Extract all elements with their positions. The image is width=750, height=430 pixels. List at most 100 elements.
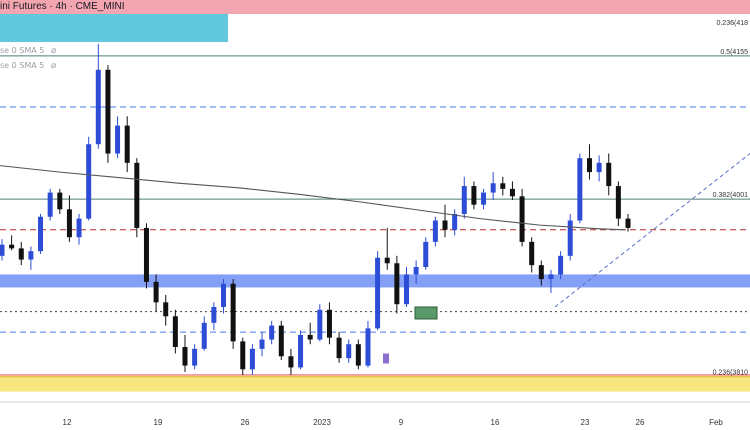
candle-body [346,344,352,359]
candle [519,188,525,247]
candle [548,269,554,294]
candle [221,279,227,314]
fib-band-top [0,0,750,14]
candle [9,235,15,251]
candle [240,337,246,375]
candle-body [365,328,371,366]
candle-body [163,302,169,317]
candle-body [606,162,612,187]
candle [47,188,53,221]
candle-body [538,265,544,280]
candle-body [586,158,592,173]
candle-body [625,218,631,228]
candle [143,223,149,289]
candle [423,237,429,270]
x-tick-label: 12 [63,418,72,427]
candle [413,260,419,284]
candle [509,181,515,201]
candle [481,188,487,210]
candle [38,213,44,254]
candle [18,241,24,266]
candle-body [259,339,265,349]
zone-1 [0,374,750,392]
legend-sma-1-label: se 0 SMA 5 [0,46,45,55]
candle [153,274,159,312]
candle-body [558,255,564,275]
x-tick-label: 26 [636,418,645,427]
candle-body [548,274,554,280]
candle-body [105,69,111,154]
candle [355,339,361,370]
eye-slash-icon[interactable]: ⌀ [50,61,57,71]
candle-body [288,356,294,368]
candle-body [442,220,448,230]
candle [394,255,400,314]
marker-purple [383,353,389,364]
candle [288,348,294,375]
candle-body [76,218,82,238]
eye-slash-icon[interactable]: ⌀ [50,46,57,56]
candle [403,266,409,307]
candle [615,181,621,227]
candle-body [201,322,207,349]
candle [432,216,438,247]
candle [567,213,573,261]
candle-body [38,216,44,252]
legend-sma-2[interactable]: se 0 SMA 5 ⌀ [0,61,56,71]
x-tick-label: 2023 [313,418,331,427]
candle [172,309,178,354]
candle [625,213,631,232]
candle [326,302,332,345]
candle [278,320,284,361]
candle [538,260,544,286]
candle [442,204,448,238]
candle-body [471,186,477,205]
candle [365,320,371,368]
candle-body [452,213,458,230]
candle-body [394,263,400,305]
candle [317,304,323,342]
x-tick-label: 9 [399,418,404,427]
candle-body [567,220,573,256]
candle-body [86,144,92,219]
candle [66,195,72,242]
candle-body [0,244,5,256]
candle [461,176,467,219]
candle-body [278,325,284,357]
candle-body [95,69,101,145]
candle [375,251,381,331]
candle [577,153,583,224]
candle [596,155,602,182]
candle-body [221,283,227,307]
candle-body [172,316,178,347]
candle-body [577,158,583,221]
candle [76,213,82,245]
candle [490,172,496,201]
candle [95,43,101,149]
candle-body [124,125,130,163]
candle [529,237,535,273]
candle-body [481,192,487,205]
candle-body [432,220,438,242]
candle [57,188,63,214]
candle [230,279,236,349]
candle [192,344,198,370]
candle [269,320,275,345]
candle-body [240,341,246,370]
legend-sma-2-label: se 0 SMA 5 [0,61,45,70]
candle-body [192,348,198,366]
candle [336,332,342,363]
candle [558,251,564,280]
x-tick-label: 19 [154,418,163,427]
candle [259,332,265,357]
candle-body [490,183,496,193]
candle-body [230,283,236,342]
candle [134,158,140,238]
candle-body [211,306,217,323]
candle-body [153,281,159,303]
legend-sma-1[interactable]: se 0 SMA 5 ⌀ [0,46,56,56]
candle-body [317,309,323,340]
candle [346,339,352,363]
candle-body [509,188,515,197]
